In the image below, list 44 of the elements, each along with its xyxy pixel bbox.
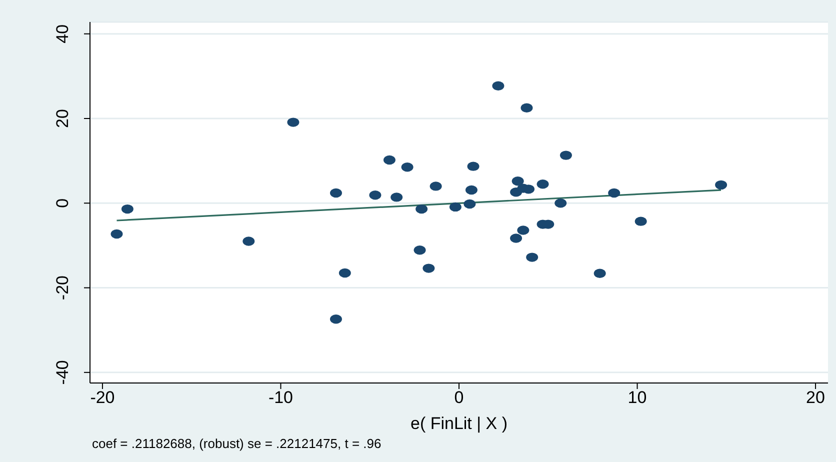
x-axis-title: e( FinLit | X ): [410, 414, 508, 433]
point: [390, 192, 403, 202]
x-tick-label: -20: [90, 388, 115, 408]
point: [338, 268, 351, 278]
point: [594, 268, 606, 278]
point: [383, 155, 396, 165]
y-tick-label: 0: [53, 198, 72, 208]
point: [512, 176, 524, 186]
point: [520, 103, 533, 113]
point: [536, 179, 549, 189]
point: [121, 204, 134, 214]
point: [330, 188, 342, 198]
point: [715, 180, 728, 190]
point: [422, 264, 435, 273]
y-tick-label: -40: [53, 360, 72, 385]
point: [510, 234, 522, 243]
point: [560, 150, 572, 160]
point: [465, 185, 478, 195]
point: [330, 314, 342, 324]
x-tick-label: -10: [268, 388, 294, 408]
y-tick-label: 40: [53, 24, 72, 44]
point: [416, 204, 428, 214]
point: [634, 216, 647, 226]
text: coef = .21182688, (robust) se = .22121475, t = .96: [92, 436, 382, 451]
point: [430, 182, 442, 191]
point: [369, 190, 382, 200]
point: [492, 81, 504, 91]
point: [414, 246, 426, 255]
y-tick-label: -20: [53, 275, 72, 300]
x-tick-label: 10: [628, 388, 647, 408]
point: [464, 199, 476, 209]
point: [517, 226, 530, 235]
point: [449, 202, 462, 212]
point: [242, 236, 255, 246]
point: [287, 118, 300, 127]
x-tick-label: 0: [454, 388, 464, 408]
point: [401, 162, 414, 172]
point: [608, 188, 620, 198]
point: [467, 162, 480, 171]
x-tick-label: 20: [806, 388, 825, 408]
y-tick-label: 20: [53, 109, 72, 128]
point: [554, 198, 567, 208]
point: [526, 252, 538, 262]
point: [110, 229, 123, 239]
